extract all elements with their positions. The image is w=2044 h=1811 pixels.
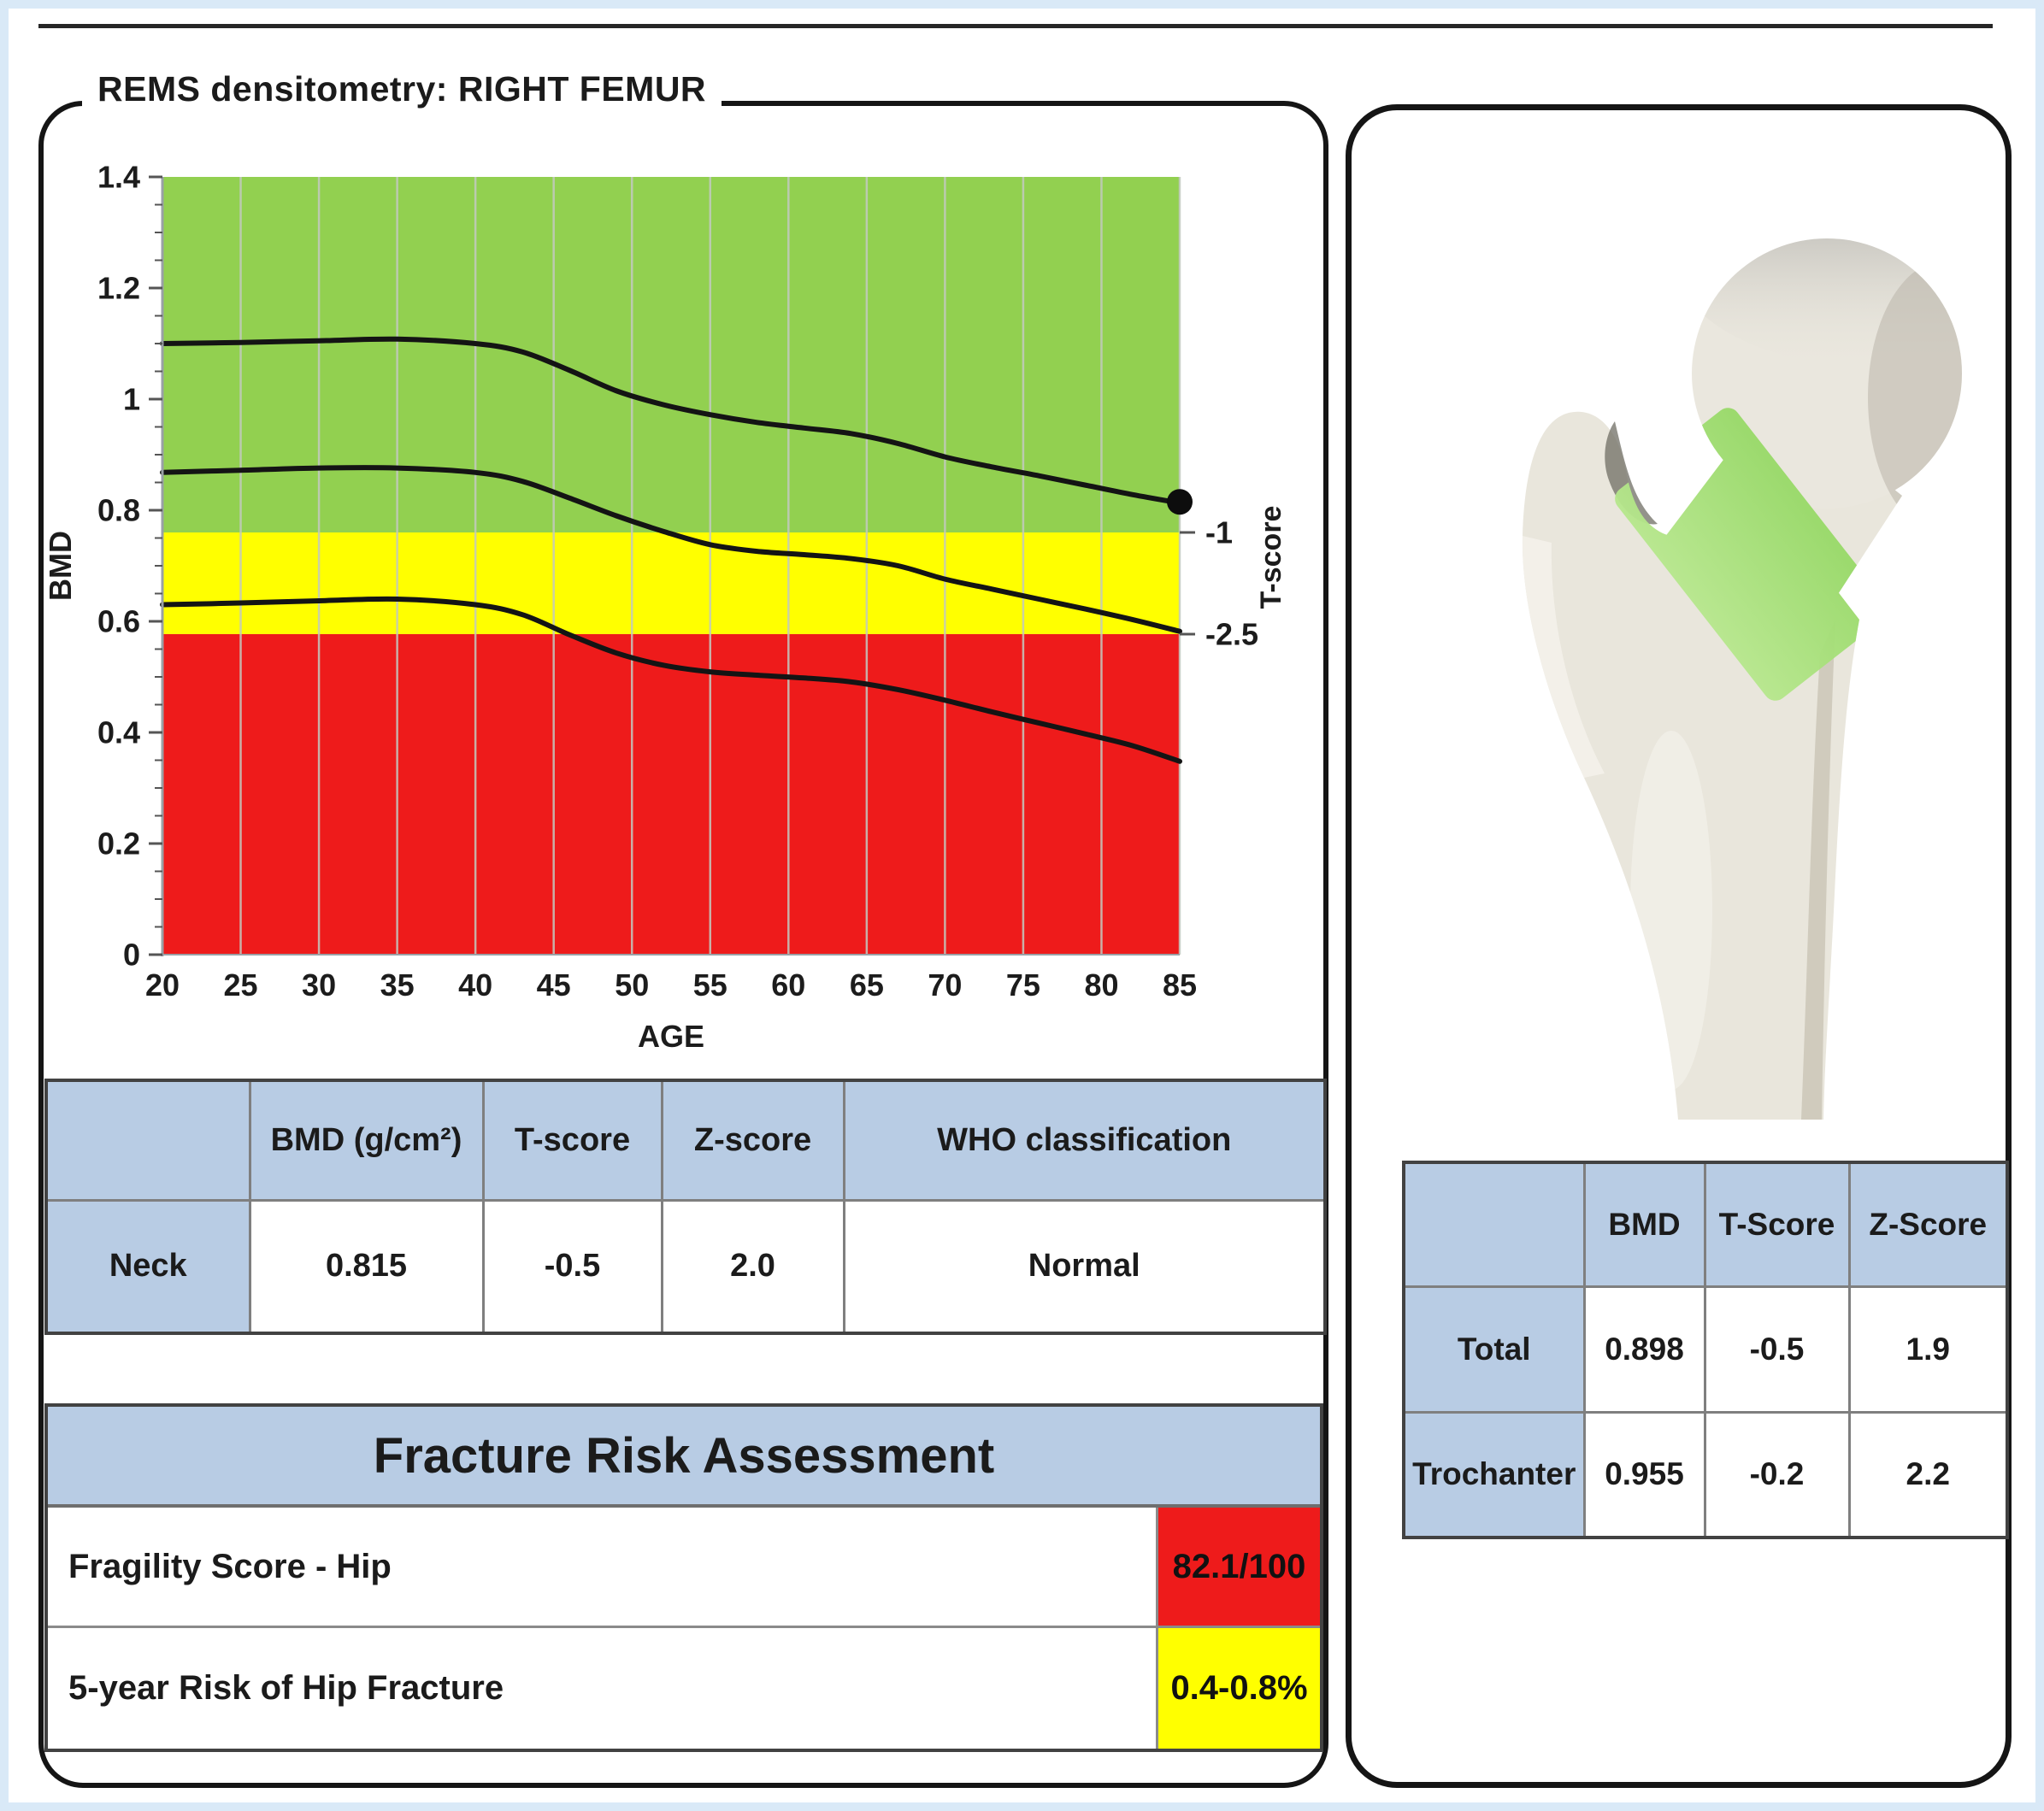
svg-text:0.6: 0.6 — [97, 604, 140, 639]
age-gridlines — [239, 177, 1181, 955]
bmd-age-chart: 0 0.2 0.4 0.6 0.8 1 1.2 1.4 20 25 30 35 40 45 50 55 60 65… — [43, 160, 1287, 1054]
y2-axis-title: T-score — [1255, 506, 1287, 609]
hip-table-header-bmd: BMD — [1582, 1161, 1706, 1288]
panel-title: REMS densitometry: RIGHT FEMUR — [82, 67, 722, 111]
svg-text:85: 85 — [1163, 967, 1197, 1003]
trochanter-zscore-value: 2.2 — [1847, 1410, 2009, 1539]
trochanter-bmd-value: 0.955 — [1582, 1410, 1706, 1539]
neck-bmd-value: 0.815 — [248, 1198, 485, 1335]
patient-data-point — [1167, 489, 1193, 515]
hip-table-corner-cell — [1402, 1161, 1586, 1288]
svg-text:-2.5: -2.5 — [1205, 617, 1258, 652]
trochanter-row-label: Trochanter — [1402, 1410, 1586, 1539]
femur-bone-shape — [1522, 238, 1962, 1120]
fragility-score-value: 82.1/100 — [1156, 1508, 1320, 1626]
svg-text:50: 50 — [615, 967, 649, 1003]
age-axis-labels: 20 25 30 35 40 45 50 55 60 65 70 75 80 85 — [145, 967, 1197, 1003]
fracture-risk-title: Fracture Risk Assessment — [48, 1407, 1320, 1508]
table-row: Neck 0.815 -0.5 2.0 Normal — [44, 1198, 1327, 1335]
svg-text:35: 35 — [380, 967, 415, 1003]
svg-text:0: 0 — [123, 938, 140, 973]
total-zscore-value: 1.9 — [1847, 1285, 2009, 1414]
neck-tscore-value: -0.5 — [481, 1198, 663, 1335]
total-row-label: Total — [1402, 1285, 1586, 1414]
svg-text:0.4: 0.4 — [97, 715, 140, 750]
svg-text:0.2: 0.2 — [97, 826, 140, 861]
neck-table-header-tscore: T-score — [481, 1079, 663, 1202]
fracture-risk-assessment: Fracture Risk Assessment Fragility Score… — [44, 1403, 1323, 1752]
fragility-score-label: Fragility Score - Hip — [68, 1547, 392, 1585]
hip-table-header-tscore: T-Score — [1703, 1161, 1851, 1288]
list-item: 5-year Risk of Hip Fracture 0.4-0.8% — [48, 1628, 1320, 1749]
tscore-axis-marks: -1 -2.5 — [1180, 515, 1258, 652]
femur-image — [1522, 238, 1962, 1120]
reference-upper — [160, 336, 1182, 506]
neck-row-label: Neck — [44, 1198, 251, 1335]
reference-median — [160, 465, 1182, 634]
svg-text:0.8: 0.8 — [97, 493, 140, 528]
list-item: Fragility Score - Hip 82.1/100 — [48, 1508, 1320, 1628]
y-axis-title: BMD — [43, 531, 78, 601]
svg-text:1.4: 1.4 — [97, 160, 140, 195]
svg-text:-1: -1 — [1205, 515, 1233, 550]
top-divider-line — [38, 24, 1993, 28]
neck-table-header-zscore: Z-score — [660, 1079, 845, 1202]
total-tscore-value: -0.5 — [1703, 1285, 1851, 1414]
neck-table-header-who: WHO classification — [842, 1079, 1327, 1202]
svg-text:40: 40 — [458, 967, 492, 1003]
neck-table-header-bmd: BMD (g/cm²) — [248, 1079, 485, 1202]
total-bmd-value: 0.898 — [1582, 1285, 1706, 1414]
hip-fracture-risk-label: 5-year Risk of Hip Fracture — [68, 1669, 504, 1707]
tscore-zones — [162, 177, 1180, 955]
svg-text:75: 75 — [1006, 967, 1040, 1003]
neck-table-corner-cell — [44, 1079, 251, 1202]
hip-results-table: BMD T-Score Z-Score Total 0.898 -0.5 1.9… — [1402, 1161, 2009, 1539]
table-row: Total 0.898 -0.5 1.9 — [1402, 1285, 2009, 1414]
reference-curves — [160, 336, 1182, 764]
x-axis-title: AGE — [638, 1019, 704, 1054]
svg-text:60: 60 — [771, 967, 805, 1003]
svg-text:45: 45 — [537, 967, 571, 1003]
svg-text:80: 80 — [1084, 967, 1118, 1003]
neck-who-value: Normal — [842, 1198, 1327, 1335]
svg-text:70: 70 — [928, 967, 962, 1003]
neck-results-table: BMD (g/cm²) T-score Z-score WHO classifi… — [44, 1079, 1327, 1335]
reference-lower — [160, 596, 1182, 764]
svg-text:55: 55 — [693, 967, 727, 1003]
bmd-axis-labels: 0 0.2 0.4 0.6 0.8 1 1.2 1.4 — [97, 160, 140, 973]
svg-text:1: 1 — [123, 382, 140, 417]
svg-text:20: 20 — [145, 967, 180, 1003]
svg-text:30: 30 — [302, 967, 336, 1003]
hip-table-header-zscore: Z-Score — [1847, 1161, 2009, 1288]
svg-text:1.2: 1.2 — [97, 271, 140, 306]
trochanter-tscore-value: -0.2 — [1703, 1410, 1851, 1539]
bmd-axis-ticks — [149, 175, 162, 956]
neck-zscore-value: 2.0 — [660, 1198, 845, 1335]
hip-fracture-risk-value: 0.4-0.8% — [1156, 1628, 1320, 1749]
svg-text:25: 25 — [224, 967, 258, 1003]
table-row: Trochanter 0.955 -0.2 2.2 — [1402, 1410, 2009, 1539]
svg-text:65: 65 — [850, 967, 884, 1003]
